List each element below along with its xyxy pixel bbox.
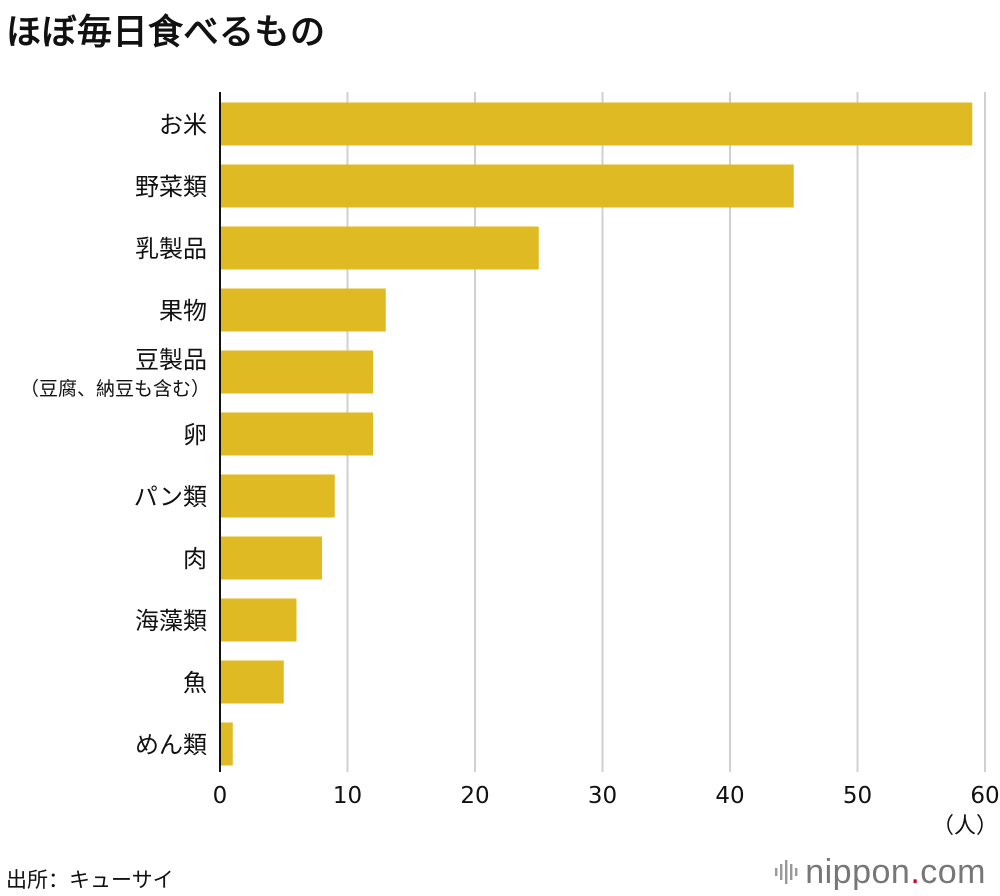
bar: [220, 474, 335, 518]
bar: [220, 226, 539, 270]
x-axis-unit-label: （人）: [932, 814, 998, 839]
nippon-logo[interactable]: nippon.com: [775, 853, 986, 892]
bar: [220, 288, 386, 332]
x-tick-label: 20: [460, 783, 489, 809]
x-tick-label: 10: [333, 783, 362, 809]
chart-title: ほぼ毎日食べるもの: [6, 13, 326, 53]
bars: [220, 102, 973, 766]
category-label: 魚: [183, 669, 207, 697]
category-label: 卵: [183, 421, 207, 449]
logo-text-b: com: [920, 852, 986, 891]
category-label: お米: [159, 111, 207, 139]
x-tick-label: 50: [843, 783, 872, 809]
bar: [220, 536, 322, 580]
source-note: 出所：キューサイ: [6, 868, 174, 892]
x-tick-label: 0: [213, 783, 228, 809]
logo-wordmark: nippon.com: [805, 853, 986, 892]
category-label: 肉: [183, 545, 207, 573]
bar: [220, 660, 284, 704]
x-tick-label: 30: [588, 783, 617, 809]
bar: [220, 350, 373, 394]
bar: [220, 722, 233, 766]
x-tick-labels: 0 10 20 30 40 50 60: [213, 783, 1000, 809]
category-label: 乳製品: [135, 235, 207, 263]
category-label: パン類: [134, 483, 207, 511]
x-tick-label: 60: [970, 783, 999, 809]
category-label: 果物: [159, 297, 207, 325]
category-label: 野菜類: [135, 173, 207, 201]
bar: [220, 598, 297, 642]
category-sublabel: （豆腐、納豆も含む）: [20, 378, 210, 400]
category-label: めん類: [135, 731, 207, 759]
logo-text-a: nippon: [805, 852, 911, 891]
logo-bars-icon: [775, 860, 798, 884]
x-tick-label: 40: [715, 783, 744, 809]
category-label: 海藻類: [135, 607, 207, 635]
bar: [220, 164, 794, 208]
category-label: 豆製品: [135, 346, 207, 374]
bar: [220, 102, 973, 146]
logo-dot: .: [910, 852, 921, 891]
bar: [220, 412, 373, 456]
